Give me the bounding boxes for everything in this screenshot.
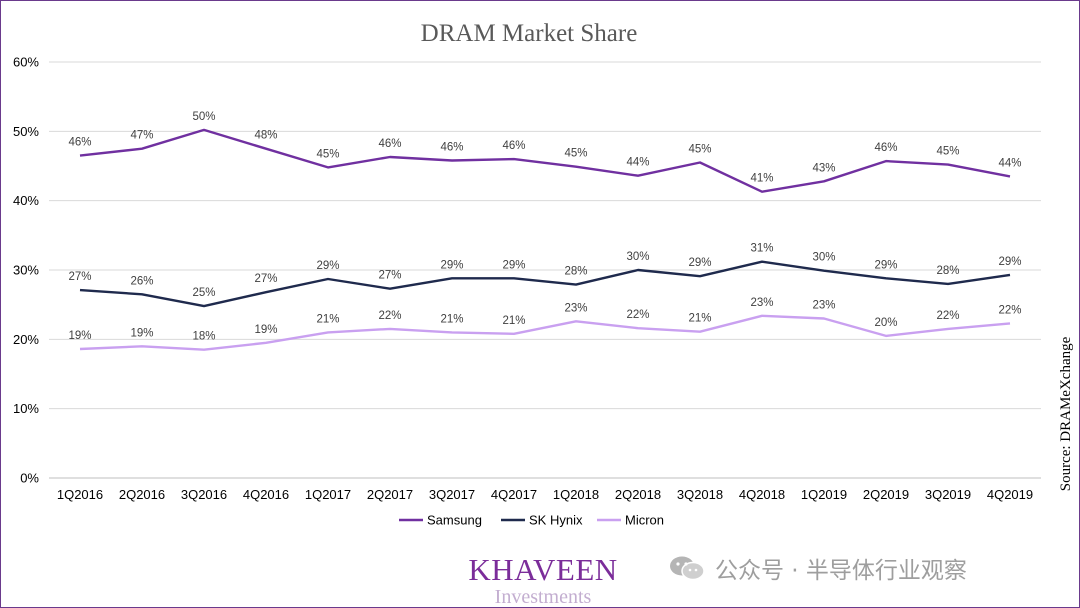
data-label: 22% <box>378 310 401 322</box>
series-line-samsung <box>79 128 1011 193</box>
data-label: 45% <box>688 144 711 156</box>
x-tick-label: 4Q2016 <box>243 487 289 502</box>
data-label: 21% <box>440 313 463 325</box>
data-label: 44% <box>998 157 1021 169</box>
x-tick-label: 3Q2017 <box>429 487 475 502</box>
data-label: 30% <box>812 252 835 264</box>
series-line-sk-hynix <box>79 260 1011 308</box>
y-tick-label: 60% <box>13 55 39 70</box>
data-label: 19% <box>130 327 153 339</box>
data-label: 46% <box>68 137 91 149</box>
x-tick-label: 2Q2019 <box>863 487 909 502</box>
data-label: 21% <box>688 313 711 325</box>
legend-label: SK Hynix <box>529 513 583 528</box>
wechat-icon <box>670 556 705 581</box>
y-tick-label: 30% <box>13 263 39 278</box>
data-label: 21% <box>502 315 525 327</box>
data-label: 23% <box>750 297 773 309</box>
x-tick-label: 4Q2018 <box>739 487 785 502</box>
y-axis: 0% 10% 20% 30% 40% 50% 60% <box>13 55 39 486</box>
x-tick-label: 3Q2018 <box>677 487 723 502</box>
data-label: 43% <box>812 162 835 174</box>
legend-label: Micron <box>625 513 664 528</box>
y-tick-label: 0% <box>20 471 39 486</box>
legend-label: Samsung <box>427 513 482 528</box>
data-label: 46% <box>378 138 401 150</box>
x-tick-label: 2Q2017 <box>367 487 413 502</box>
source-note: Source: DRAMeXchange <box>1058 336 1074 491</box>
watermark-text: 公众号 · 半导体行业观察 <box>715 558 967 584</box>
data-label: 23% <box>812 300 835 312</box>
y-tick-label: 40% <box>13 193 39 208</box>
data-label: 21% <box>316 313 339 325</box>
x-tick-label: 1Q2018 <box>553 487 599 502</box>
data-label: 46% <box>502 140 525 152</box>
data-label: 44% <box>626 157 649 169</box>
data-label: 18% <box>192 331 215 343</box>
data-label: 29% <box>874 259 897 271</box>
data-label: 22% <box>998 304 1021 316</box>
data-label: 45% <box>936 146 959 158</box>
chart-title: DRAM Market Share <box>421 20 638 47</box>
data-label: 29% <box>998 256 1021 268</box>
data-label: 20% <box>874 317 897 329</box>
x-tick-label: 1Q2017 <box>305 487 351 502</box>
data-label: 22% <box>626 309 649 321</box>
data-label: 29% <box>502 259 525 271</box>
brand-name: KHAVEEN <box>468 552 618 587</box>
data-label: 28% <box>936 265 959 277</box>
x-tick-label: 3Q2016 <box>181 487 227 502</box>
series-lines <box>79 128 1011 351</box>
x-tick-label: 4Q2017 <box>491 487 537 502</box>
y-tick-label: 50% <box>13 124 39 139</box>
data-label: 41% <box>750 173 773 185</box>
watermark: 公众号 · 半导体行业观察 <box>669 551 967 585</box>
x-tick-label: 1Q2019 <box>801 487 847 502</box>
data-label: 50% <box>192 111 215 123</box>
data-label: 28% <box>564 266 587 278</box>
data-label: 48% <box>254 130 277 142</box>
data-label: 27% <box>254 273 277 285</box>
x-axis: 1Q2016 2Q2016 3Q2016 4Q2016 1Q2017 2Q2017 3Q20… <box>57 487 1033 502</box>
data-label: 26% <box>130 275 153 287</box>
brand-logo: KHAVEEN Investments <box>463 554 623 607</box>
data-label: 25% <box>192 287 215 299</box>
data-label: 19% <box>254 324 277 336</box>
x-tick-label: 2Q2018 <box>615 487 661 502</box>
x-tick-label: 1Q2016 <box>57 487 103 502</box>
data-labels: 46% 47% 50% 48% 45% 46% 46% 46% 45% 44% 45% 41% 43% 4… <box>68 111 1021 343</box>
x-tick-label: 3Q2019 <box>925 487 971 502</box>
data-label: 19% <box>68 330 91 342</box>
data-label: 46% <box>874 142 897 154</box>
data-label: 27% <box>68 271 91 283</box>
data-label: 47% <box>130 130 153 142</box>
data-label: 29% <box>440 259 463 271</box>
y-tick-label: 20% <box>13 332 39 347</box>
data-label: 23% <box>564 302 587 314</box>
y-tick-label: 10% <box>13 401 39 416</box>
data-label: 30% <box>626 251 649 263</box>
legend: Samsung SK Hynix Micron <box>399 513 664 528</box>
data-label: 27% <box>378 270 401 282</box>
series-line-micron <box>79 314 1011 351</box>
data-label: 31% <box>750 243 773 255</box>
brand-subtitle: Investments <box>494 586 592 608</box>
x-tick-label: 4Q2019 <box>987 487 1033 502</box>
data-label: 29% <box>688 257 711 269</box>
data-label: 45% <box>316 148 339 160</box>
gridlines <box>49 61 1041 479</box>
x-tick-label: 2Q2016 <box>119 487 165 502</box>
data-label: 22% <box>936 310 959 322</box>
data-label: 29% <box>316 260 339 272</box>
data-label: 46% <box>440 141 463 153</box>
data-label: 45% <box>564 148 587 160</box>
